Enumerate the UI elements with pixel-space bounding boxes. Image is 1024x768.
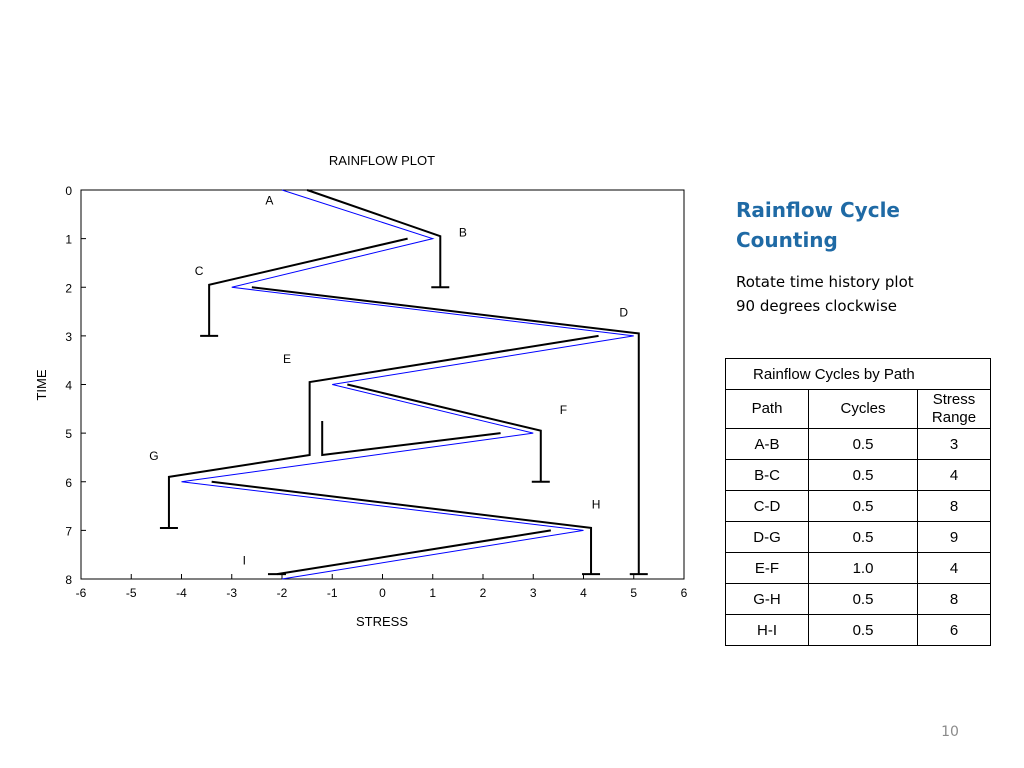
- point-label: A: [265, 194, 273, 208]
- x-tick-label: 3: [530, 586, 537, 600]
- plot-frame: [80, 189, 685, 580]
- y-tick-label: 7: [65, 524, 72, 538]
- x-tick-label: -3: [226, 586, 237, 600]
- x-axis-label: STRESS: [356, 614, 408, 629]
- cell-path: G-H: [725, 583, 809, 615]
- x-tick-label: -2: [277, 586, 288, 600]
- point-label: E: [283, 352, 291, 366]
- rainflow-path: [208, 237, 408, 336]
- point-label: D: [619, 306, 628, 320]
- x-tick-label: -4: [176, 586, 187, 600]
- rainflow-path: [251, 286, 640, 575]
- header-cycles: Cycles: [808, 389, 918, 429]
- rainflow-path: [321, 420, 501, 457]
- x-tick-label: 4: [580, 586, 587, 600]
- table-row: E-F 1.0 4: [725, 552, 991, 584]
- cell-cycles: 0.5: [808, 428, 918, 460]
- cell-cycles: 0.5: [808, 614, 918, 646]
- y-tick-label: 0: [65, 184, 72, 198]
- cell-cycles: 1.0: [808, 552, 918, 584]
- x-tick-label: 1: [429, 586, 436, 600]
- x-tick-label: 5: [630, 586, 637, 600]
- y-tick-label: 8: [65, 573, 72, 587]
- cell-path: E-F: [725, 552, 809, 584]
- slide-title-line-2: Counting: [736, 228, 838, 252]
- y-tick-label: 4: [65, 379, 72, 393]
- y-tick-label: 6: [65, 476, 72, 490]
- x-tick-label: 2: [480, 586, 487, 600]
- y-tick-label: 2: [65, 281, 72, 295]
- table-row: G-H 0.5 8: [725, 583, 991, 615]
- rainflow-path: [276, 529, 551, 576]
- cell-stress-range: 6: [917, 614, 991, 646]
- table-row: C-D 0.5 8: [725, 490, 991, 522]
- rainflow-path: [167, 334, 599, 528]
- page-number: 10: [941, 724, 959, 740]
- cell-stress-range: 9: [917, 521, 991, 553]
- cell-cycles: 0.5: [808, 459, 918, 491]
- table-row: B-C 0.5 4: [725, 459, 991, 491]
- chart-title: RAINFLOW PLOT: [329, 153, 435, 168]
- point-label: G: [149, 449, 158, 463]
- rainflow-chart: RAINFLOW PLOT STRESS TIME -6 -5 -4 -3 -2 -1 0 1…: [34, 153, 688, 629]
- rainflow-path: [211, 480, 593, 575]
- point-label: C: [195, 264, 204, 278]
- slide-title: Rainflow Cycle Counting: [736, 195, 966, 255]
- point-label: H: [592, 498, 601, 512]
- table-row: A-B 0.5 3: [725, 428, 991, 460]
- slide-title-line-1: Rainflow Cycle: [736, 198, 900, 222]
- point-label: I: [243, 554, 246, 568]
- cell-cycles: 0.5: [808, 490, 918, 522]
- table-row: D-G 0.5 9: [725, 521, 991, 553]
- x-tick-label: 0: [379, 586, 386, 600]
- cell-path: B-C: [725, 459, 809, 491]
- y-tick-label: 5: [65, 427, 72, 441]
- cell-cycles: 0.5: [808, 583, 918, 615]
- slide-body-line-1: Rotate time history plot: [736, 273, 914, 291]
- cell-stress-range: 8: [917, 583, 991, 615]
- cell-stress-range: 8: [917, 490, 991, 522]
- header-stress-line-2: Range: [931, 409, 977, 426]
- y-axis-label: TIME: [34, 369, 49, 400]
- cell-path: A-B: [725, 428, 809, 460]
- x-tick-label: -1: [327, 586, 338, 600]
- cell-stress-range: 4: [917, 552, 991, 584]
- rainflow-path: [347, 383, 542, 482]
- table-caption: Rainflow Cycles by Path: [725, 358, 991, 390]
- x-tick-label: -6: [76, 586, 87, 600]
- cell-stress-range: 4: [917, 459, 991, 491]
- cell-path: C-D: [725, 490, 809, 522]
- cell-path: H-I: [725, 614, 809, 646]
- rainflow-path: [306, 189, 442, 288]
- time-history-series: [181, 189, 634, 580]
- cell-stress-range: 3: [917, 428, 991, 460]
- slide-body: Rotate time history plot 90 degrees cloc…: [736, 270, 976, 318]
- slide-body-line-2: 90 degrees clockwise: [736, 297, 898, 315]
- y-tick-label: 3: [65, 330, 72, 344]
- header-stress-line-1: Stress: [932, 391, 976, 408]
- header-path: Path: [725, 389, 809, 429]
- point-label: B: [459, 225, 467, 239]
- point-label: F: [560, 403, 567, 417]
- cell-path: D-G: [725, 521, 809, 553]
- y-tick-label: 1: [65, 233, 72, 247]
- x-tick-label: 6: [681, 586, 688, 600]
- table-row: H-I 0.5 6: [725, 614, 991, 646]
- header-stress-range: Stress Range: [917, 389, 991, 429]
- rainflow-cycles-table: Rainflow Cycles by Path Path Cycles Stre…: [725, 358, 991, 646]
- x-tick-label: -5: [126, 586, 137, 600]
- cell-cycles: 0.5: [808, 521, 918, 553]
